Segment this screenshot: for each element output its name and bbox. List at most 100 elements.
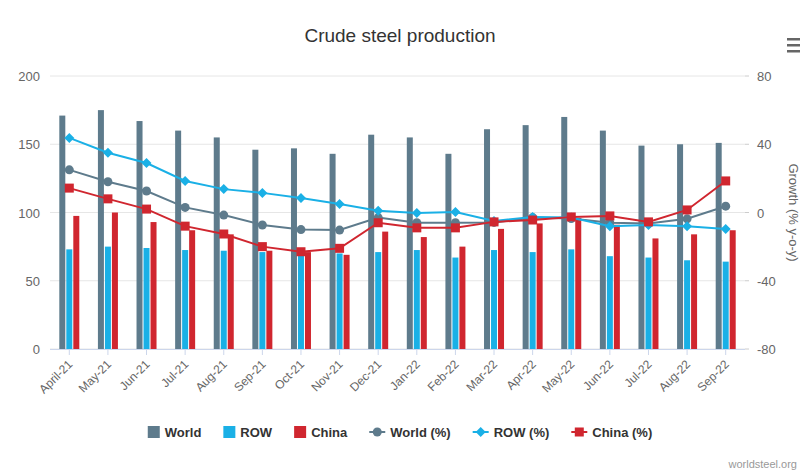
bar bbox=[652, 238, 658, 349]
legend-label: World (%) bbox=[390, 425, 450, 440]
legend-symbol bbox=[294, 426, 306, 438]
legend-symbol bbox=[223, 426, 235, 438]
menu-icon-line bbox=[787, 38, 800, 41]
line-marker bbox=[64, 133, 74, 143]
legend-item: China (%) bbox=[571, 425, 652, 440]
x-tick-label: May-22 bbox=[539, 357, 577, 395]
bar bbox=[638, 146, 644, 349]
line-marker bbox=[412, 223, 421, 232]
bar bbox=[137, 121, 143, 349]
x-tick-label: Jan-22 bbox=[387, 357, 423, 393]
line-marker bbox=[258, 242, 267, 251]
line-marker bbox=[489, 216, 499, 226]
line-marker bbox=[721, 176, 730, 185]
x-tick-label: Jul-22 bbox=[622, 357, 655, 390]
line-marker bbox=[180, 176, 190, 186]
bar bbox=[614, 225, 620, 349]
bar bbox=[730, 230, 736, 349]
x-tick bbox=[494, 349, 495, 355]
bar bbox=[337, 253, 343, 349]
bar bbox=[452, 258, 458, 349]
bar bbox=[73, 216, 79, 349]
line-marker bbox=[103, 194, 112, 203]
x-tick bbox=[185, 349, 186, 355]
line-marker bbox=[605, 221, 615, 231]
title: Crude steel production bbox=[304, 25, 495, 46]
legend-item: ROW bbox=[223, 425, 273, 440]
line-marker bbox=[567, 212, 576, 221]
x-tick bbox=[609, 349, 610, 355]
line-marker bbox=[296, 193, 306, 203]
bar bbox=[716, 143, 722, 349]
bar bbox=[607, 256, 613, 349]
legend-label: ROW (%) bbox=[494, 425, 550, 440]
line-marker bbox=[605, 211, 614, 220]
x-tick-label: May-21 bbox=[76, 357, 114, 395]
bar bbox=[723, 262, 729, 349]
line-marker bbox=[644, 217, 653, 226]
line-marker bbox=[374, 218, 383, 227]
line-marker bbox=[451, 223, 460, 232]
x-tick-label: April-21 bbox=[36, 357, 75, 396]
line bbox=[69, 181, 725, 252]
line-marker bbox=[412, 208, 422, 218]
line-marker bbox=[335, 226, 344, 235]
legend-symbol bbox=[148, 426, 160, 438]
y2-tick bbox=[745, 76, 749, 77]
grid-line bbox=[50, 144, 745, 145]
bar bbox=[259, 252, 265, 349]
x-tick-label: Feb-22 bbox=[425, 357, 462, 394]
line bbox=[69, 170, 725, 230]
y2-tick bbox=[745, 144, 749, 145]
bar bbox=[344, 255, 350, 349]
legend-label: China (%) bbox=[592, 425, 652, 440]
bar bbox=[182, 250, 188, 349]
legend-label: World bbox=[165, 425, 202, 440]
y2-axis-title: Growth (% y-o-y) bbox=[786, 163, 800, 261]
bar bbox=[228, 234, 234, 349]
bar bbox=[382, 232, 388, 349]
line-marker bbox=[450, 207, 460, 217]
y2-tick-label: 0 bbox=[757, 206, 764, 221]
legend-symbol bbox=[575, 428, 584, 437]
y2-tick bbox=[745, 349, 749, 350]
line-marker bbox=[682, 221, 692, 231]
line-marker bbox=[296, 225, 305, 234]
y2-tick-label: 80 bbox=[757, 69, 771, 84]
bar bbox=[484, 129, 490, 349]
x-tick bbox=[725, 349, 726, 355]
bar bbox=[98, 110, 104, 349]
bar bbox=[221, 251, 227, 349]
y-tick-label: 100 bbox=[18, 206, 40, 221]
y-tick-label: 150 bbox=[18, 137, 40, 152]
x-tick-label: Aug-22 bbox=[656, 357, 693, 394]
x-tick-label: Dec-21 bbox=[347, 357, 384, 394]
x-tick-label: Apr-22 bbox=[503, 357, 539, 393]
line-marker bbox=[181, 203, 190, 212]
y2-tick-label: -40 bbox=[757, 274, 776, 289]
y-tick-label: 200 bbox=[18, 69, 40, 84]
line-marker bbox=[142, 205, 151, 214]
legend-label: China bbox=[311, 425, 348, 440]
bar bbox=[445, 154, 451, 349]
x-tick bbox=[378, 349, 379, 355]
y2-tick bbox=[745, 280, 749, 281]
line-marker bbox=[219, 229, 228, 238]
bar bbox=[144, 248, 150, 349]
bar bbox=[266, 251, 272, 349]
x-tick bbox=[146, 349, 147, 355]
bar bbox=[330, 154, 336, 349]
bar bbox=[498, 229, 504, 349]
bar bbox=[375, 252, 381, 349]
bar bbox=[298, 253, 304, 349]
x-tick bbox=[648, 349, 649, 355]
x-tick bbox=[532, 349, 533, 355]
x-tick-label: Sep-22 bbox=[695, 357, 732, 394]
line-marker bbox=[103, 148, 113, 158]
line-marker bbox=[142, 158, 152, 168]
bar bbox=[421, 237, 427, 349]
x-tick-label: Sep-21 bbox=[231, 357, 268, 394]
bar bbox=[291, 148, 297, 349]
bar bbox=[175, 131, 181, 349]
bar bbox=[214, 137, 220, 349]
